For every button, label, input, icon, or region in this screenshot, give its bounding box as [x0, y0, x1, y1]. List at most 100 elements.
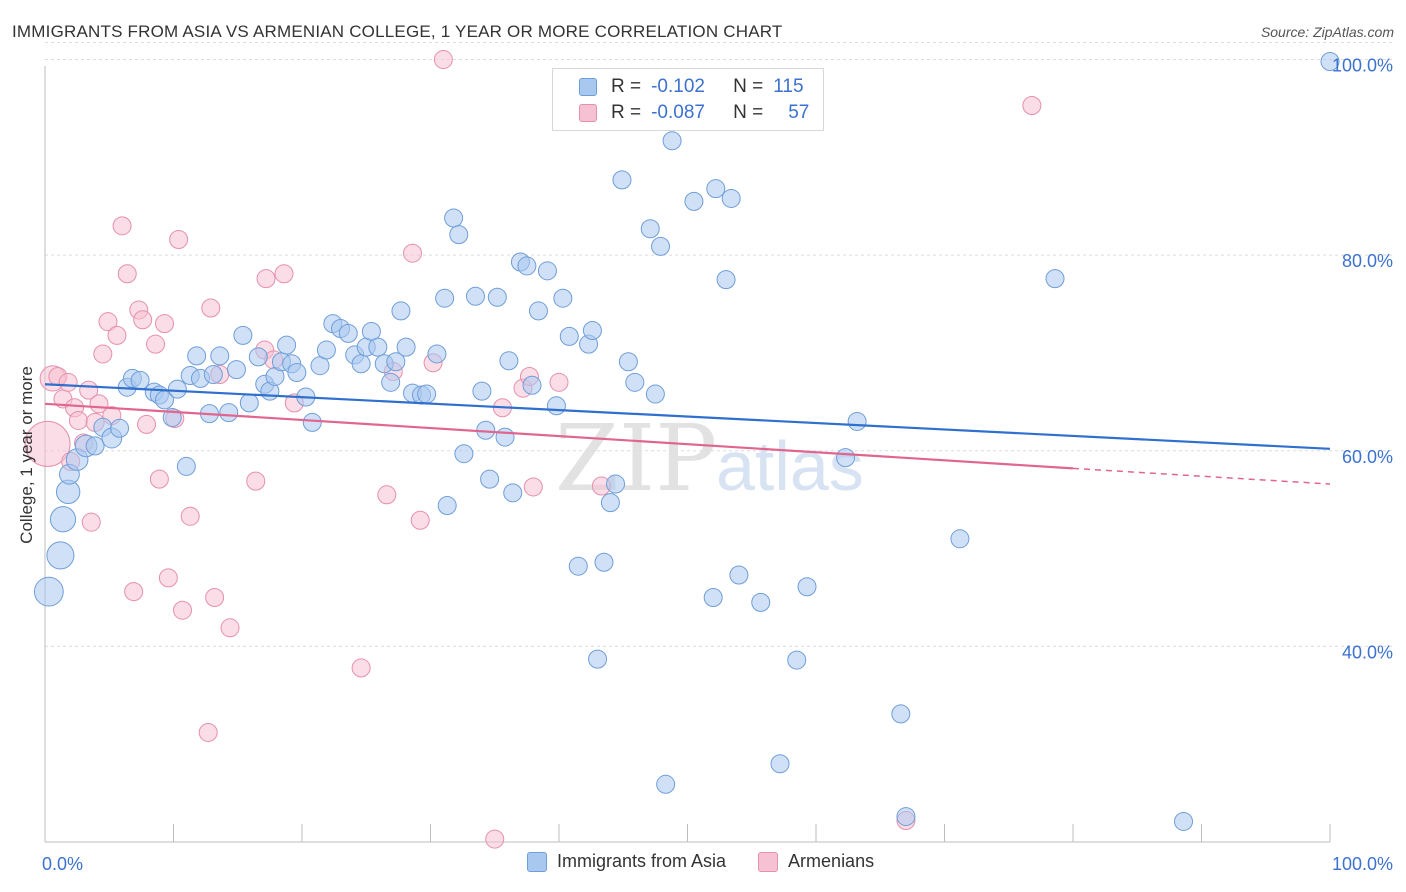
n-value-asia: 115: [773, 76, 804, 97]
bottom-legend: Immigrants from Asia Armenians: [527, 851, 874, 872]
armenians-point: [117, 264, 137, 284]
x-tick-label-min: 0.0%: [42, 854, 83, 874]
asia-point: [472, 381, 492, 401]
asia-point: [487, 287, 507, 307]
asia-point: [480, 469, 500, 489]
n-value-armenians: 57: [788, 102, 810, 123]
armenians-point: [149, 469, 169, 489]
armenians-point: [169, 230, 189, 250]
asia-point: [219, 403, 239, 423]
armenians-point: [93, 344, 113, 364]
asia-point: [46, 541, 75, 570]
r-value-armenians: -0.087: [651, 102, 705, 123]
legend-row-armenians: R = -0.087 N = 57: [579, 101, 809, 125]
asia-point: [606, 474, 626, 494]
armenians-point: [98, 312, 118, 332]
asia-point: [751, 592, 771, 612]
asia-point: [522, 375, 542, 395]
watermark-zip: ZIP: [555, 405, 717, 512]
asia-point: [656, 774, 676, 794]
asia-point: [444, 208, 464, 228]
armenians-point: [112, 216, 132, 236]
asia-point: [85, 436, 105, 456]
asia-point: [381, 372, 401, 392]
asia-point: [950, 529, 970, 549]
legend-label-armenians: Armenians: [788, 851, 875, 871]
armenians-point: [68, 410, 88, 430]
armenians-swatch: [579, 104, 597, 122]
asia-legend-swatch: [527, 851, 547, 872]
asia-point: [568, 556, 588, 576]
asia-trend-line: [44, 383, 1331, 450]
legend-row-asia: R = -0.102 N = 115: [579, 75, 804, 99]
asia-point: [110, 418, 130, 438]
asia-point: [316, 340, 336, 360]
armenians-point: [24, 420, 71, 467]
asia-points: [33, 52, 1340, 831]
asia-point: [640, 219, 660, 239]
y-tick-label: 40.0%: [1342, 642, 1393, 662]
gridlines: [45, 42, 1395, 647]
asia-point: [582, 320, 602, 340]
y-axis-title: College, 1 year or more: [17, 366, 36, 544]
asia-point: [338, 323, 358, 343]
asia-point: [537, 261, 557, 281]
armenians-point: [81, 512, 101, 532]
asia-point: [248, 347, 268, 367]
armenians-point: [133, 310, 153, 330]
armenians-trend-extension: [1072, 467, 1331, 485]
armenians-point: [1022, 96, 1042, 116]
asia-point: [706, 179, 726, 199]
armenians-point: [220, 618, 240, 638]
armenians-point: [256, 269, 276, 289]
asia-point: [449, 225, 469, 245]
asia-point: [33, 576, 64, 607]
armenians-point: [377, 485, 397, 505]
asia-point: [417, 384, 437, 404]
legend-label-asia: Immigrants from Asia: [557, 851, 727, 871]
asia-point: [716, 270, 736, 290]
y-tick-label: 60.0%: [1342, 447, 1393, 467]
asia-point: [612, 170, 632, 190]
asia-point: [396, 337, 416, 357]
x-tick-label-max: 100.0%: [1332, 854, 1393, 874]
chart-title: IMMIGRANTS FROM ASIA VS ARMENIAN COLLEGE…: [12, 22, 783, 41]
asia-point: [499, 351, 519, 371]
armenians-point: [137, 414, 157, 434]
asia-point: [239, 393, 259, 413]
armenians-points: [24, 50, 1042, 849]
armenians-point: [433, 50, 453, 70]
asia-point: [437, 496, 457, 516]
asia-point: [130, 370, 150, 390]
r-value-asia: -0.102: [651, 76, 705, 97]
armenians-point: [201, 298, 221, 318]
asia-point: [351, 354, 371, 374]
asia-point: [1320, 52, 1340, 72]
asia-point: [528, 301, 548, 321]
asia-point: [546, 396, 566, 416]
armenians-point: [155, 314, 175, 334]
y-tick-label: 80.0%: [1342, 251, 1393, 271]
armenians-point: [158, 568, 178, 588]
asia-point: [729, 565, 749, 585]
asia-point: [618, 352, 638, 372]
armenians-point: [246, 471, 266, 491]
n-label: N =: [733, 102, 764, 123]
asia-point: [187, 346, 207, 366]
asia-point: [391, 301, 411, 321]
n-label: N =: [733, 76, 764, 97]
asia-point: [495, 427, 515, 447]
asia-point: [703, 587, 723, 607]
asia-point: [203, 364, 223, 384]
asia-point: [233, 325, 253, 345]
armenians-point: [410, 510, 430, 530]
asia-point: [684, 191, 704, 211]
r-label: R =: [611, 102, 642, 123]
watermark-atlas: atlas: [716, 427, 864, 505]
tick-labels: 40.0% 60.0% 80.0% 100.0% 0.0% 100.0%: [42, 56, 1393, 874]
armenians-point: [198, 722, 218, 742]
asia-point: [517, 256, 537, 276]
armenians-point: [274, 264, 294, 284]
asia-point: [167, 379, 187, 399]
